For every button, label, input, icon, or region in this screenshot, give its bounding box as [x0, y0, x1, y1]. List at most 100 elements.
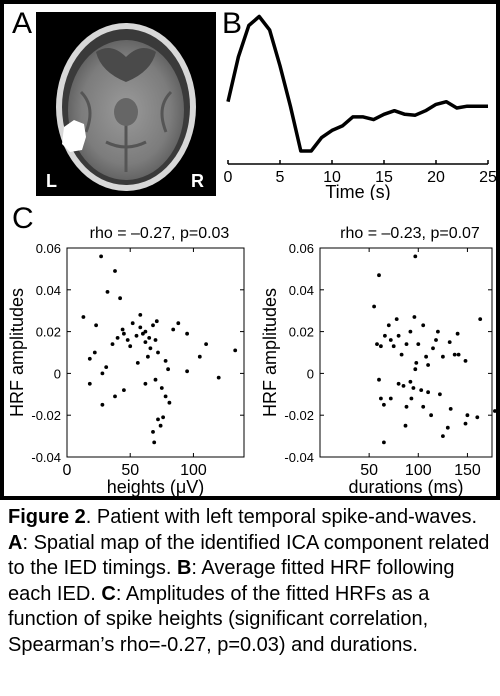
data-point: [120, 327, 125, 332]
data-point: [185, 331, 190, 336]
data-point: [143, 340, 148, 344]
hrf-series-line: [226, 14, 488, 153]
data-point: [447, 340, 452, 344]
durations-scatter-plot: rho = –0.23, p=0.07 0.06 0.04 0.02 0 -0.02 -0.…: [260, 225, 497, 497]
data-point: [197, 354, 202, 359]
data-point: [391, 344, 396, 349]
data-point: [94, 323, 98, 328]
y-tick-label: -0.04: [284, 450, 314, 465]
x-tick-label: 25: [479, 169, 497, 186]
data-point: [419, 388, 424, 392]
data-point: [438, 392, 442, 397]
data-point: [424, 354, 428, 359]
data-point: [156, 350, 160, 355]
y-tick-label: -0.02: [284, 408, 314, 423]
data-point: [100, 402, 105, 407]
data-point: [426, 363, 430, 367]
figure-caption: Figure 2. Patient with left temporal spi…: [8, 505, 494, 658]
data-point: [372, 304, 376, 309]
data-point: [158, 423, 163, 428]
data-point: [386, 323, 391, 328]
data-point: [134, 333, 139, 338]
data-point: [413, 367, 418, 372]
data-point: [382, 440, 386, 445]
data-point: [441, 354, 445, 359]
data-point: [399, 352, 404, 357]
data-point: [475, 415, 480, 420]
data-point: [233, 348, 238, 353]
caption-a-text: : Spatial map of the identified ICA comp…: [8, 531, 490, 580]
data-point: [379, 396, 383, 401]
data-point: [87, 381, 92, 386]
data-point: [404, 342, 409, 346]
data-point: [105, 290, 110, 294]
data-point: [452, 352, 457, 357]
data-point: [153, 377, 158, 382]
data-point: [383, 333, 387, 338]
x-tick-label: 15: [375, 169, 393, 186]
data-point: [159, 386, 164, 390]
data-point: [166, 367, 171, 372]
data-point: [151, 430, 155, 434]
caption-c-text: : Amplitudes of the fitted HRFs as a fun…: [8, 582, 430, 656]
data-point: [81, 315, 86, 319]
data-point: [445, 425, 450, 430]
data-point: [204, 342, 209, 346]
data-point: [434, 338, 438, 342]
data-point: [394, 317, 399, 321]
caption-figure-label: Figure 2: [8, 506, 86, 528]
plot-frame: [66, 247, 245, 458]
data-point: [409, 396, 414, 401]
plot-frame: [319, 247, 493, 458]
x-tick-label: 100: [405, 462, 432, 479]
caption-intro: . Patient with left temporal spike-and-w…: [85, 506, 478, 528]
data-point: [426, 390, 430, 395]
data-point: [100, 371, 105, 376]
data-point: [421, 404, 426, 409]
data-point: [414, 361, 419, 365]
data-point: [382, 402, 386, 407]
data-point: [99, 254, 103, 259]
y-tick-label: 0: [307, 366, 314, 381]
data-point: [478, 317, 483, 321]
data-point: [388, 396, 393, 401]
data-point: [125, 338, 130, 342]
y-tick-label: 0.06: [289, 241, 314, 256]
data-point: [147, 336, 152, 340]
data-point: [113, 394, 117, 399]
data-point: [122, 388, 126, 392]
data-point: [151, 323, 155, 328]
data-point: [130, 321, 135, 326]
data-point: [171, 327, 176, 332]
heights-scatter-plot: rho = –0.27, p=0.03 0.06 0.04 0.02 0 -0.02 -0.…: [7, 225, 245, 497]
y-tick-label: 0.04: [36, 283, 61, 298]
data-point: [441, 434, 445, 438]
data-point: [411, 386, 416, 390]
data-point: [408, 329, 413, 334]
data-point: [377, 273, 381, 278]
data-point: [135, 361, 140, 365]
y-axis-label: HRF amplitudes: [7, 288, 27, 417]
data-point: [148, 346, 153, 351]
data-point: [154, 319, 159, 324]
x-tick-label: 5: [276, 169, 285, 186]
caption-a-label: A: [8, 531, 23, 554]
data-point: [416, 342, 421, 346]
data-point: [115, 336, 120, 340]
data-point: [396, 333, 401, 338]
panel-c-label: C: [12, 202, 34, 235]
data-point: [110, 342, 115, 346]
x-axis-label: durations (ms): [348, 477, 463, 497]
data-point: [163, 394, 168, 399]
caption-b-text: : Average fitted HRF following each IED.: [8, 557, 455, 605]
data-point: [143, 329, 148, 334]
figure-panel: A L R B 0 5 10 15 20 25 Time (s) C rho = –0.27…: [0, 0, 500, 500]
x-axis-label: heights (μV): [107, 477, 204, 497]
caption-b-label: B: [176, 557, 192, 579]
data-point: [388, 338, 393, 342]
data-point: [379, 344, 383, 349]
data-point: [463, 421, 468, 426]
data-point: [448, 407, 453, 411]
data-point: [185, 369, 190, 374]
data-point: [493, 409, 497, 413]
